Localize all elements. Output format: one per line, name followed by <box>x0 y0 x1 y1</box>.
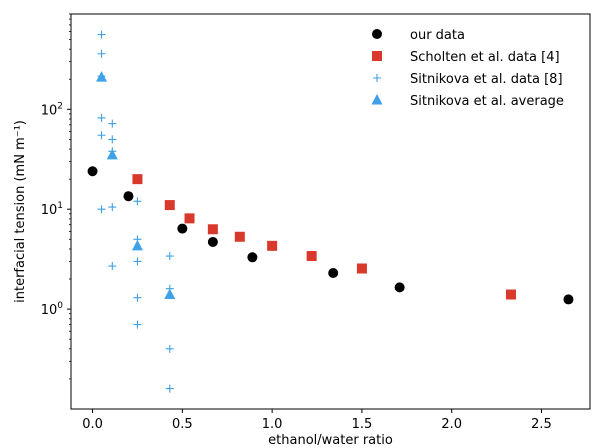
x-tick-label: 1.0 <box>262 417 283 432</box>
point-scholten-et-al-data-4 <box>306 251 317 262</box>
point-sitnikova-et-al-data-8 <box>97 131 106 140</box>
legend-label: Scholten et al. data [4] <box>410 50 560 65</box>
point-scholten-et-al-data-4 <box>207 224 218 235</box>
point-sitnikova-et-al-data-8 <box>97 49 106 58</box>
point-our-data <box>247 252 258 263</box>
point-sitnikova-et-al-average <box>96 71 108 82</box>
point-sitnikova-et-al-data-8 <box>133 293 142 302</box>
point-sitnikova-et-al-average <box>106 148 118 160</box>
y-tick-label: 102 <box>41 101 63 118</box>
x-tick-label: 0.0 <box>82 417 103 432</box>
point-sitnikova-et-al-data-8 <box>165 252 174 261</box>
point-sitnikova-et-al-data-8 <box>108 262 117 271</box>
point-sitnikova-et-al-data-8 <box>108 203 117 212</box>
point-scholten-et-al-data-4 <box>356 263 367 274</box>
point-our-data <box>177 223 188 234</box>
point-sitnikova-et-al-average <box>164 288 176 300</box>
point-sitnikova-et-al-data-8 <box>108 135 117 144</box>
point-sitnikova-et-al-data-8 <box>97 30 106 39</box>
point-sitnikova-et-al-data-8 <box>165 384 174 393</box>
point-scholten-et-al-data-4 <box>267 240 278 251</box>
point-our-data <box>394 282 405 293</box>
point-scholten-et-al-data-4 <box>505 289 516 300</box>
legend-marker-sitnikova-et-al-average <box>371 94 383 105</box>
legend-marker-sitnikova-et-al-data-8 <box>373 74 381 82</box>
data-marks <box>87 30 574 393</box>
point-sitnikova-et-al-data-8 <box>108 119 117 128</box>
y-axis: 100 101 102 <box>41 13 71 380</box>
point-scholten-et-al-data-4 <box>234 231 245 242</box>
point-our-data <box>328 267 339 278</box>
point-scholten-et-al-data-4 <box>184 213 195 224</box>
x-tick-label: 1.5 <box>352 417 373 432</box>
x-tick-label: 0.5 <box>172 417 193 432</box>
point-sitnikova-et-al-data-8 <box>133 320 142 329</box>
legend-marker-our-data <box>372 29 382 39</box>
y-tick-label: 101 <box>41 201 63 218</box>
point-sitnikova-et-al-data-8 <box>97 205 106 214</box>
plot-frame <box>70 13 591 410</box>
legend-label: our data <box>410 28 465 43</box>
legend-label: Sitnikova et al. average <box>410 94 564 109</box>
legend-label: Sitnikova et al. data [8] <box>410 72 563 87</box>
x-axis: 0.0 0.5 1.0 1.5 2.0 2.5 <box>82 409 552 432</box>
point-sitnikova-et-al-data-8 <box>133 197 142 206</box>
point-sitnikova-et-al-average <box>131 239 143 251</box>
point-our-data <box>207 236 218 247</box>
legend-marker-scholten-et-al-data-4 <box>372 51 382 61</box>
y-axis-label: interfacial tension (mN m⁻¹) <box>13 120 28 303</box>
point-our-data <box>563 294 574 305</box>
x-axis-label: ethanol/water ratio <box>268 433 393 448</box>
point-sitnikova-et-al-data-8 <box>97 113 106 122</box>
point-sitnikova-et-al-data-8 <box>165 344 174 353</box>
x-tick-label: 2.0 <box>441 417 462 432</box>
point-scholten-et-al-data-4 <box>132 174 143 185</box>
point-scholten-et-al-data-4 <box>164 200 175 211</box>
point-sitnikova-et-al-data-8 <box>133 257 142 266</box>
y-tick-label: 100 <box>41 301 64 318</box>
legend: our data Scholten et al. data [4] Sitnikov… <box>371 28 564 109</box>
x-tick-label: 2.5 <box>531 417 552 432</box>
point-our-data <box>87 166 98 177</box>
point-our-data <box>123 191 134 202</box>
